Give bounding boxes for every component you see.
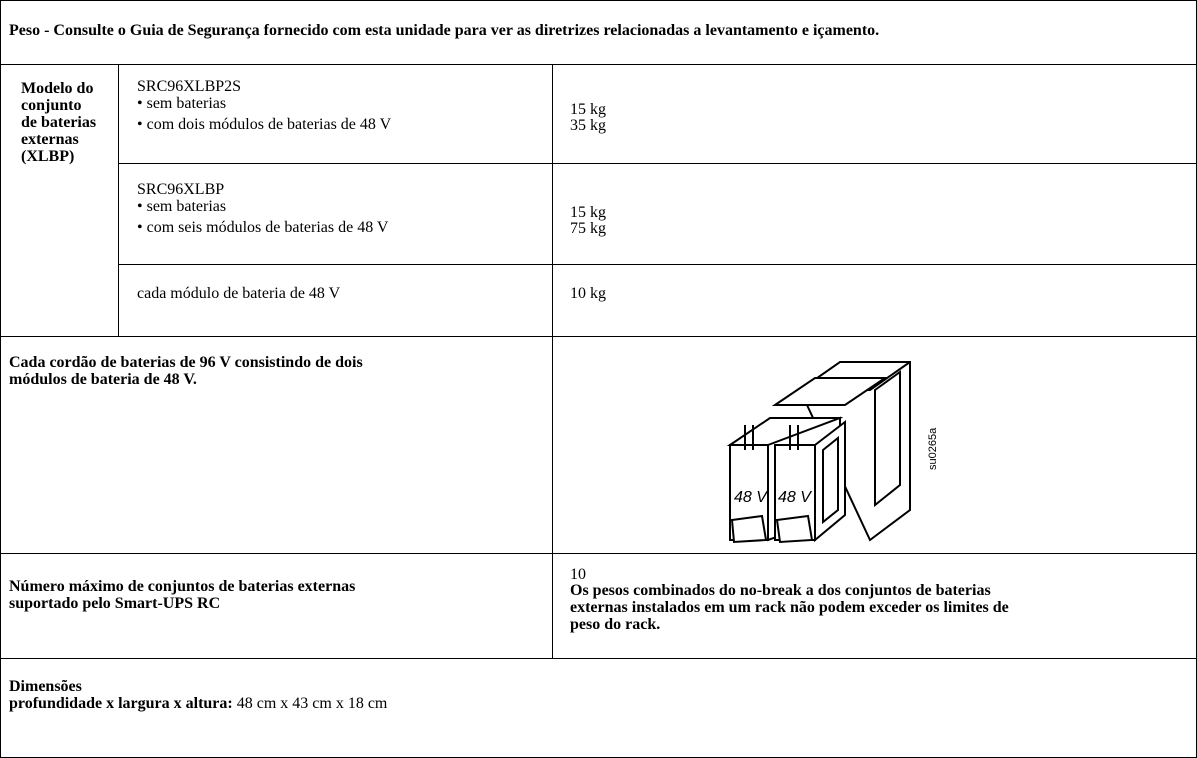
xlbp-label: conjunto bbox=[21, 97, 82, 114]
max-note: Os pesos combinados do no-break a dos co… bbox=[570, 582, 991, 599]
rule bbox=[0, 64, 1197, 65]
dimensions-title: Dimensões bbox=[9, 678, 82, 695]
weight: 15 kg bbox=[570, 101, 606, 118]
string-label: módulos de bateria de 48 V. bbox=[9, 371, 197, 388]
weight: 35 kg bbox=[570, 117, 606, 134]
model-item: • sem baterias bbox=[137, 95, 227, 112]
model: SRC96XLBP2S bbox=[137, 78, 242, 95]
module-label: cada módulo de bateria de 48 V bbox=[137, 285, 341, 302]
model: SRC96XLBP bbox=[137, 181, 225, 198]
rule bbox=[0, 658, 1197, 659]
dimensions-value: 48 cm x 43 cm x 18 cm bbox=[236, 695, 388, 712]
weight: 75 kg bbox=[570, 220, 606, 237]
battery-illustration: 48 V 48 V su0265a bbox=[726, 361, 939, 544]
rule bbox=[552, 64, 553, 658]
xlbp-label: Modelo do bbox=[21, 80, 94, 97]
rule bbox=[118, 264, 1197, 265]
rule bbox=[0, 553, 1197, 554]
box-top bbox=[771, 377, 889, 406]
weight: 15 kg bbox=[570, 204, 606, 221]
panel bbox=[874, 370, 901, 508]
module-weight: 10 kg bbox=[570, 285, 606, 302]
max-label: suportado pelo Smart-UPS RC bbox=[9, 595, 221, 612]
xlbp-label: (XLBP) bbox=[21, 148, 75, 165]
xlbp-label: externas bbox=[21, 131, 79, 148]
rule bbox=[118, 64, 119, 336]
figure-label: 48 V bbox=[778, 489, 812, 506]
dimensions-label: profundidade x largura x altura: bbox=[9, 695, 233, 712]
figure-code: su0265a bbox=[927, 427, 939, 470]
header-title: Peso - Consulte o Guia de Segurança forn… bbox=[9, 22, 880, 39]
model-item: • com dois módulos de baterias de 48 V bbox=[137, 116, 392, 133]
handle bbox=[730, 514, 768, 544]
rule bbox=[118, 163, 1197, 164]
max-value: 10 bbox=[570, 566, 586, 583]
dimensions-line: profundidade x largura x altura: 48 cm x… bbox=[9, 695, 387, 712]
xlbp-label: de baterias bbox=[21, 114, 97, 131]
model-item: • sem baterias bbox=[137, 198, 227, 215]
model-item: • com seis módulos de baterias de 48 V bbox=[137, 219, 389, 236]
max-note: externas instalados em um rack não podem… bbox=[570, 599, 1009, 616]
string-label: Cada cordão de baterias de 96 V consisti… bbox=[9, 354, 363, 371]
max-label: Número máximo de conjuntos de baterias e… bbox=[9, 578, 356, 595]
rule bbox=[0, 336, 1197, 337]
figure-label: 48 V bbox=[734, 489, 768, 506]
max-note: peso do rack. bbox=[570, 616, 661, 633]
handle bbox=[775, 514, 814, 544]
terminal bbox=[744, 425, 799, 450]
panel bbox=[822, 435, 839, 525]
